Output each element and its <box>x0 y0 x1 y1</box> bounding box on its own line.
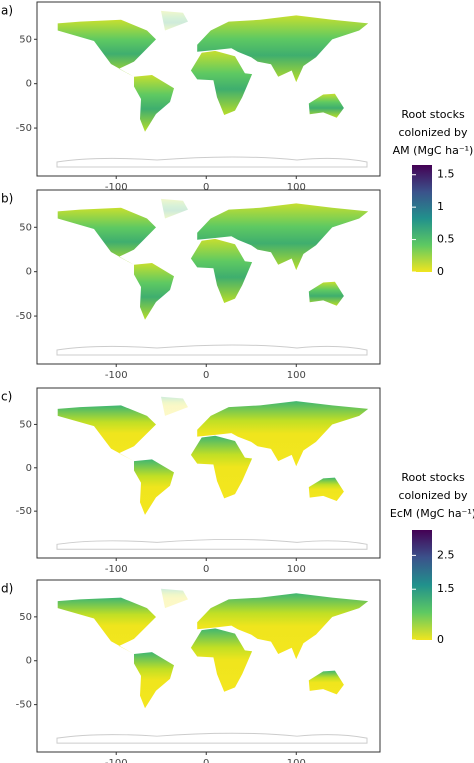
panel-label: c) <box>1 390 12 404</box>
colorbar-bar <box>412 530 432 640</box>
x-tick-label: 0 <box>203 758 209 763</box>
colorbar-title: colonized by <box>398 489 468 502</box>
y-tick-label: -50 <box>16 506 32 517</box>
map-panel: c) -100 0 100 50 0 -50 <box>1 387 381 575</box>
colorbar-bar <box>412 165 432 272</box>
x-tick-label: -100 <box>105 182 128 193</box>
x-tick-label: 0 <box>203 564 209 575</box>
colorbar-title: AM (MgC ha⁻¹) <box>393 144 474 157</box>
y-tick-label: -50 <box>16 700 32 711</box>
colorbar-tick-label: 0 <box>437 633 444 646</box>
colorbar-title: EcM (MgC ha⁻¹) <box>390 507 474 520</box>
panel-label: b) <box>1 192 13 206</box>
y-tick-label: 50 <box>19 419 32 430</box>
x-tick-label: 100 <box>287 564 306 575</box>
x-tick-label: 100 <box>287 758 306 763</box>
y-tick-label: 0 <box>26 79 32 90</box>
y-tick-label: 0 <box>26 463 32 474</box>
y-tick-label: -50 <box>16 123 32 134</box>
y-tick-label: 50 <box>19 34 32 45</box>
panel-label: d) <box>1 582 13 596</box>
x-tick-label: 0 <box>203 370 209 381</box>
colorbar-tick-label: 1 <box>437 200 444 213</box>
colorbar: Root stocks colonized by EcM (MgC ha⁻¹) 0 1.… <box>390 471 474 646</box>
x-tick-label: 0 <box>203 182 209 193</box>
y-tick-label: 50 <box>19 612 32 623</box>
colorbar-title: colonized by <box>398 126 468 139</box>
colorbar-tick-label: 0 <box>437 265 444 278</box>
colorbar-title: Root stocks <box>401 471 465 484</box>
x-tick-label: -100 <box>105 758 128 763</box>
colorbar-tick-label: 1.5 <box>437 168 455 181</box>
map-panel: a) -100 0 100 50 0 -50 <box>1 1 381 193</box>
map-panel: b) -100 0 100 50 0 -50 <box>1 189 381 381</box>
colorbar-title: Root stocks <box>401 108 465 121</box>
y-tick-label: -50 <box>16 311 32 322</box>
x-tick-label: -100 <box>105 370 128 381</box>
panel-label: a) <box>1 4 13 18</box>
colorbar: Root stocks colonized by AM (MgC ha⁻¹) 0 0.5… <box>393 108 474 278</box>
map-panel: d) -100 0 100 50 0 -50 <box>1 579 381 763</box>
x-tick-label: 100 <box>287 370 306 381</box>
colorbar-tick-label: 1.5 <box>437 582 455 595</box>
x-tick-label: 100 <box>287 182 306 193</box>
y-tick-label: 0 <box>26 267 32 278</box>
x-tick-label: -100 <box>105 564 128 575</box>
y-tick-label: 0 <box>26 656 32 667</box>
y-tick-label: 50 <box>19 222 32 233</box>
colorbar-tick-label: 2.5 <box>437 548 455 561</box>
colorbar-tick-label: 0.5 <box>437 233 455 246</box>
